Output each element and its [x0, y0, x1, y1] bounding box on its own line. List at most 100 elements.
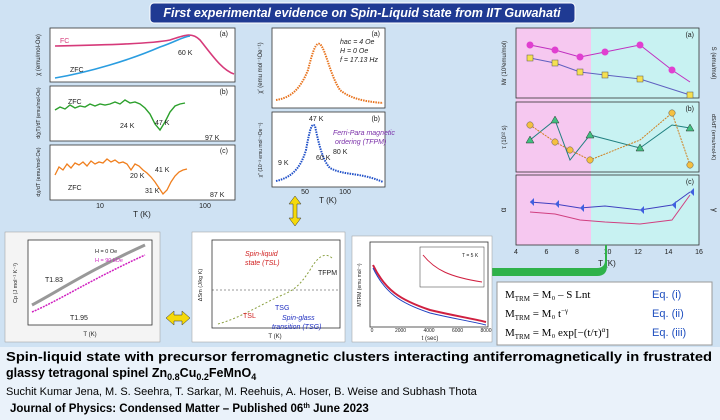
marker [580, 204, 584, 212]
title-part: Cu [180, 366, 197, 380]
x-axis-label: t (sec) [422, 336, 439, 342]
y-axis-label: Cp (J mol⁻¹ K⁻¹) [13, 263, 19, 303]
y-axis-label: χ (emu/mol-Oe) [36, 34, 42, 76]
x-tick-label: 100 [339, 189, 351, 196]
y-axis-label: α [499, 207, 508, 212]
eq-sup: α [602, 326, 606, 334]
marker [686, 91, 694, 99]
alpha-line [529, 194, 691, 225]
journal-sup: th [303, 403, 310, 410]
x-tick-label: 10 [96, 203, 104, 210]
annotation: 47 K [155, 120, 170, 127]
banner-text: First experimental evidence on Spin-Liqu… [163, 6, 561, 20]
equations: MTRM = M₀ – S Lnt Eq. (i)MTRM = M₀ t−γ Eq.… [505, 289, 686, 341]
annotation: 80 K [333, 149, 348, 156]
title-part: FeMnO [209, 366, 252, 380]
annotation: 97 K [205, 135, 220, 142]
x-axis-label: T (K) [319, 196, 337, 205]
marker [636, 41, 644, 49]
entropy-curve [217, 254, 333, 325]
eq-sub: TRM [515, 333, 531, 341]
heat-h90-curve [31, 254, 146, 313]
annotation: H = 0 Oe [95, 249, 117, 255]
marker [636, 75, 644, 83]
fc-label: FC [60, 38, 69, 45]
panel-a [515, 27, 700, 99]
annotation: T = 5 K [462, 253, 479, 259]
eq-tag: Eq. (i) [652, 289, 681, 301]
decay-curve [372, 264, 487, 323]
x-tick-label: 16 [695, 249, 703, 256]
eq-part: M [505, 327, 515, 339]
eq-sup: −γ [561, 307, 568, 315]
eq-sub: TRM [515, 295, 531, 303]
y-axis-label: χ′ (emu mol⁻¹Oe⁻¹) [258, 42, 264, 93]
zfc-curve [54, 35, 191, 79]
heat-h0-curve [31, 243, 146, 307]
tau-markers [526, 109, 694, 169]
equation: MTRM = M₀ exp[−(t/τ)α] [505, 326, 609, 341]
relax-plots: (a) (b) (c) Mr (10³emu/mol) τ (10¹² s) α… [499, 27, 719, 268]
marker [601, 48, 609, 56]
marker [576, 68, 584, 76]
region [591, 28, 699, 245]
panel-c [49, 144, 236, 201]
marker [685, 123, 695, 132]
heat-axes [27, 239, 153, 326]
annotation: 87 K [210, 192, 225, 199]
left-plots: (a) FC ZFC 60 K (b) ZFC 24 K 47 K 97 K (… [36, 27, 236, 219]
annotation: 9 K [278, 160, 289, 167]
eq-part: ] [605, 327, 609, 339]
x-tick-label: 50 [301, 189, 309, 196]
banner-box [149, 2, 576, 24]
marker [551, 46, 559, 54]
ordering-label: Ferri-Para magnetic [333, 130, 395, 137]
panel-label: (a) [219, 31, 228, 38]
annotation: 24 K [120, 123, 135, 130]
annotation: H = 90 kOe [95, 258, 123, 264]
x-axis-label: T (K) [268, 334, 281, 340]
panel-label: (b) [371, 116, 380, 123]
param: hac = 4 Oe [340, 39, 375, 46]
annotation: TSG [275, 305, 289, 312]
marker [530, 198, 534, 206]
annotation: TFPM [318, 270, 337, 277]
zfc-label: ZFC [70, 67, 84, 74]
y2-axis-label: γ [710, 208, 719, 212]
marker [686, 161, 694, 169]
x-ticks: 4 6 8 10 12 14 16 [514, 249, 703, 256]
y2-axis-label: dS/dT (emu/mol-K) [710, 114, 716, 161]
entropy-axes [211, 239, 341, 329]
arrow [165, 310, 191, 326]
x-tick-label: 6 [545, 249, 549, 256]
x-axis-label: T (K) [133, 210, 151, 219]
equation: MTRM = M₀ t−γ [505, 307, 568, 322]
eq-tag: Eq. (iii) [652, 327, 686, 339]
marker [576, 53, 584, 61]
param: H = 0 Oe [340, 48, 368, 55]
marker [668, 66, 676, 74]
eq-part: = M₀ exp[−(t/τ) [530, 327, 602, 339]
sl-label: state (TSL) [245, 260, 280, 267]
sg-label: Spin-glass [282, 315, 315, 322]
marker [526, 41, 534, 49]
annotation: 60 K [178, 50, 193, 57]
eq-part: M [505, 308, 515, 320]
marker [640, 206, 644, 214]
panel-label: (b) [219, 89, 228, 96]
x-tick-label: 8 [575, 249, 579, 256]
marker [672, 201, 676, 209]
marker [690, 188, 694, 196]
annotation: T1.83 [45, 277, 63, 284]
fc-curve [54, 34, 235, 75]
marker [550, 115, 560, 124]
marker [551, 59, 559, 67]
panel-label: (a) [685, 32, 694, 39]
paper-title: Spin-liquid state with precursor ferroma… [6, 350, 712, 364]
y-axis-label: dχ/dT (emu/mol-Oe) [36, 147, 42, 196]
gamma-markers [530, 188, 694, 214]
marker [526, 54, 534, 62]
dchi-curve [54, 158, 188, 196]
eq-sub: TRM [515, 314, 531, 322]
